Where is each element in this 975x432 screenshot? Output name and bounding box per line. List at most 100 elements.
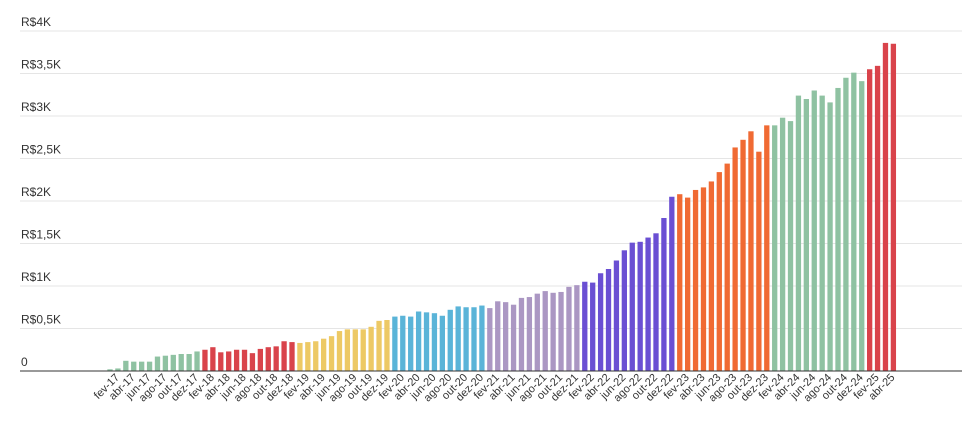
bar-jul-24 [819, 95, 825, 371]
bar-mai-24 [803, 99, 809, 371]
bar-jun-17 [146, 361, 153, 371]
y-tick-label: R$1,5K [21, 228, 61, 242]
x-axis-tick-labels: fev-17abr-17jun-17ago-17out-17dez-17fev-… [92, 372, 898, 405]
bar-abr-24 [795, 95, 802, 371]
bar-mar-23 [692, 189, 699, 371]
bar-abr-22 [605, 269, 612, 371]
bar-abr-23 [700, 187, 707, 371]
bar-dez-18 [289, 342, 295, 371]
bar-dez-24 [859, 81, 865, 372]
bar-jan-19 [297, 342, 303, 371]
bar-fev-22 [590, 282, 596, 371]
bar-nov-20 [471, 307, 477, 371]
bar-out-18 [273, 346, 279, 371]
bar-mai-19 [328, 336, 335, 371]
y-tick-label: R$2K [21, 185, 51, 199]
bar-ago-23 [732, 147, 738, 371]
bar-abr-20 [415, 311, 422, 371]
bar-set-22 [645, 237, 651, 371]
bar-ago-18 [257, 348, 263, 371]
y-tick-label: R$3,5K [21, 58, 61, 72]
bar-dez-20 [479, 305, 485, 371]
bar-jul-21 [534, 293, 540, 371]
bar-mar-17 [123, 360, 129, 371]
bar-jan-25 [867, 69, 873, 371]
bar-set-24 [835, 87, 841, 371]
bar-jul-22 [629, 242, 635, 371]
bar-jun-20 [431, 313, 438, 371]
bar-set-17 [170, 354, 176, 371]
bar-mai-22 [613, 260, 620, 371]
bar-set-21 [550, 292, 556, 371]
bar-ago-22 [637, 241, 643, 371]
bar-mai-18 [233, 349, 240, 371]
bar-jul-23 [724, 163, 730, 371]
bar-dez-22 [669, 196, 675, 371]
y-tick-label: R$1K [21, 270, 51, 284]
bar-fev-18 [210, 347, 216, 371]
bar-fev-20 [400, 315, 406, 371]
bar-fev-17 [115, 368, 121, 371]
bar-jan-18 [202, 349, 208, 371]
bar-jun-23 [716, 172, 722, 371]
bar-mar-25 [882, 42, 889, 372]
bar-jul-18 [249, 353, 256, 371]
bar-mar-18 [218, 352, 224, 371]
bar-jun-19 [336, 331, 343, 371]
bar-dez-23 [764, 125, 770, 371]
bar-set-20 [455, 306, 461, 371]
bar-dez-21 [574, 285, 580, 371]
y-tick-label: R$2,5K [21, 143, 61, 157]
bar-jun-22 [621, 250, 627, 371]
bar-dez-17 [194, 351, 200, 371]
bar-jan-17 [107, 369, 113, 371]
bar-ago-20 [447, 309, 453, 371]
bar-out-21 [558, 291, 564, 371]
bar-mai-20 [423, 312, 430, 371]
bar-abr-17 [131, 361, 137, 371]
bar-set-19 [360, 329, 366, 371]
bar-jul-20 [439, 315, 445, 371]
bar-jun-18 [241, 349, 248, 371]
bar-jan-20 [392, 316, 398, 371]
bar-jan-22 [582, 281, 588, 371]
bar-nov-24 [851, 72, 857, 372]
bar-jul-19 [344, 329, 351, 371]
bar-dez-19 [384, 320, 390, 371]
bar-mar-20 [408, 316, 414, 371]
bar-abr-25 [890, 43, 897, 371]
bar-jun-24 [811, 90, 817, 371]
bar-fev-23 [685, 197, 691, 371]
y-tick-label: R$0,5K [21, 313, 61, 327]
bar-mar-21 [503, 302, 509, 371]
bar-set-23 [740, 139, 746, 371]
bar-out-17 [178, 354, 184, 371]
bar-mar-19 [313, 341, 319, 371]
bar-ago-24 [827, 102, 833, 372]
bar-out-23 [748, 131, 754, 371]
bar-jun-21 [526, 297, 533, 371]
bar-abr-19 [321, 338, 327, 371]
bar-fev-21 [495, 301, 501, 371]
bar-out-22 [653, 233, 659, 371]
bar-abr-18 [226, 351, 232, 371]
bar-nov-17 [186, 354, 192, 371]
bar-out-24 [843, 77, 849, 371]
y-tick-label: 0 [21, 355, 28, 369]
bar-abr-21 [510, 304, 517, 371]
y-axis-tick-labels: 0 R$0,5K R$1K R$1,5K R$2K R$2,5K R$3K R$3,5K R$4… [21, 15, 61, 369]
bar-jan-21 [487, 308, 493, 371]
bar-nov-19 [376, 320, 382, 371]
bar-mai-23 [708, 181, 715, 371]
bar-mai-21 [518, 297, 525, 371]
bar-mar-24 [787, 121, 794, 371]
bar-jul-17 [154, 356, 161, 371]
bar-ago-21 [542, 291, 548, 371]
bar-out-19 [368, 326, 374, 371]
bar-fev-24 [779, 117, 786, 371]
bar-ago-17 [162, 355, 169, 371]
gridlines [20, 30, 962, 329]
bar-out-20 [463, 307, 469, 371]
bar-jan-24 [772, 125, 778, 371]
